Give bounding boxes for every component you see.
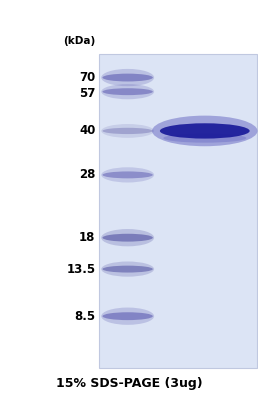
Text: 40: 40 — [79, 124, 95, 138]
FancyBboxPatch shape — [99, 54, 257, 368]
Text: 13.5: 13.5 — [66, 262, 95, 276]
Ellipse shape — [163, 134, 246, 143]
Ellipse shape — [101, 167, 154, 182]
Ellipse shape — [102, 234, 153, 242]
Ellipse shape — [152, 116, 257, 146]
Text: 70: 70 — [79, 71, 95, 84]
Text: 8.5: 8.5 — [74, 310, 95, 323]
Ellipse shape — [102, 88, 153, 95]
Text: 28: 28 — [79, 168, 95, 181]
Ellipse shape — [102, 128, 153, 134]
Ellipse shape — [102, 312, 153, 320]
Ellipse shape — [102, 74, 153, 82]
Text: (kDa): (kDa) — [63, 36, 95, 46]
Ellipse shape — [101, 84, 154, 99]
Ellipse shape — [101, 308, 154, 325]
Ellipse shape — [102, 266, 153, 272]
Ellipse shape — [101, 124, 154, 138]
Ellipse shape — [101, 69, 154, 86]
Ellipse shape — [160, 123, 250, 138]
Text: 15% SDS-PAGE (3ug): 15% SDS-PAGE (3ug) — [56, 377, 202, 390]
Text: 18: 18 — [79, 231, 95, 244]
Ellipse shape — [102, 172, 153, 178]
Ellipse shape — [101, 262, 154, 277]
Ellipse shape — [101, 229, 154, 246]
Text: 57: 57 — [79, 87, 95, 100]
